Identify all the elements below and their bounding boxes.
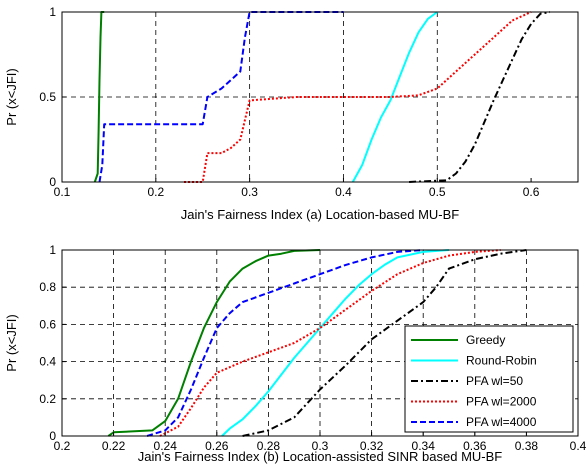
x-tick-label: 0.38 [515, 439, 539, 453]
legend-label: PFA wl=2000 [466, 395, 537, 409]
x-tick-label: 0.22 [102, 439, 126, 453]
series-group-bottom [107, 249, 527, 437]
series-line-greedy [107, 249, 321, 437]
y-tick-label: 0.4 [39, 355, 56, 369]
series-line-pfa-wl-50 [409, 11, 551, 183]
x-tick-label: 0.4 [570, 439, 587, 453]
series-line-round-robin [351, 11, 438, 183]
x-tick-label: 0.32 [360, 439, 384, 453]
legend-label: PFA wl=50 [466, 374, 523, 388]
chart-bottom: 0.2 0.22 0.24 0.26 0.28 0.3 0.32 0.34 0.36 0.38 0.… [4, 243, 587, 464]
x-tick-label: 0.34 [412, 439, 436, 453]
legend-box [404, 325, 574, 433]
series-line-pfa-wl-4000 [146, 249, 424, 437]
x-tick-label: 0.1 [54, 185, 71, 199]
legend-label: PFA wl=4000 [466, 415, 537, 429]
y-axis-label-bottom: Pr (x<JFI) [4, 314, 19, 371]
x-ticks-top: 0.1 0.2 0.3 0.4 0.5 0.6 [54, 178, 540, 199]
x-tick-label: 0.4 [335, 185, 352, 199]
x-tick-label: 0.36 [463, 439, 487, 453]
x-tick-label: 0.6 [523, 185, 540, 199]
x-tick-label: 0.28 [257, 439, 281, 453]
x-axis-label-bottom: Jain's Fairness Index (b) Location-assis… [138, 449, 503, 464]
grid-bottom [62, 250, 578, 436]
legend: Greedy Round-Robin PFA wl=50 PFA wl=2000 PFA… [404, 325, 574, 433]
chart-top: 0.1 0.2 0.3 0.4 0.5 0.6 00.51 Jain's Fairness… [4, 5, 579, 222]
series-line-pfa-wl-50 [242, 249, 527, 437]
legend-label: Round-Robin [466, 354, 537, 368]
x-tick-label: 0.3 [312, 439, 329, 453]
y-ticks-top: 00.51 [39, 5, 66, 189]
series-line-round-robin [221, 249, 450, 437]
x-tick-label: 0.5 [429, 185, 446, 199]
grid-top [62, 12, 578, 182]
series-line-pfa-wl-2000 [159, 249, 501, 437]
y-tick-label: 1 [49, 5, 56, 19]
x-ticks-bottom: 0.2 0.22 0.24 0.26 0.28 0.3 0.32 0.34 0.36 0.38 0.… [54, 432, 587, 453]
y-tick-label: 0.8 [39, 280, 56, 294]
y-tick-label: 0.2 [39, 392, 56, 406]
y-tick-label: 0 [49, 175, 56, 189]
y-tick-label: 0 [49, 429, 56, 443]
x-tick-label: 0.2 [54, 439, 71, 453]
y-tick-label: 1 [49, 243, 56, 257]
x-axis-label-top: Jain's Fairness Index (a) Location-based… [181, 207, 460, 222]
x-tick-label: 0.2 [147, 185, 164, 199]
legend-items: Greedy Round-Robin PFA wl=50 PFA wl=2000 PFA… [411, 333, 537, 429]
y-tick-label: 0.6 [39, 317, 56, 331]
y-axis-label-top: Pr (x<JFI) [4, 68, 19, 125]
x-tick-label: 0.3 [241, 185, 258, 199]
series-line-pfa-wl-2000 [184, 11, 532, 183]
legend-label: Greedy [466, 333, 505, 347]
y-tick-label: 0.5 [39, 90, 56, 104]
x-tick-label: 0.26 [205, 439, 229, 453]
y-ticks-bottom: 0 0.2 0.4 0.6 0.8 1 [39, 243, 66, 443]
x-tick-label: 0.24 [154, 439, 178, 453]
